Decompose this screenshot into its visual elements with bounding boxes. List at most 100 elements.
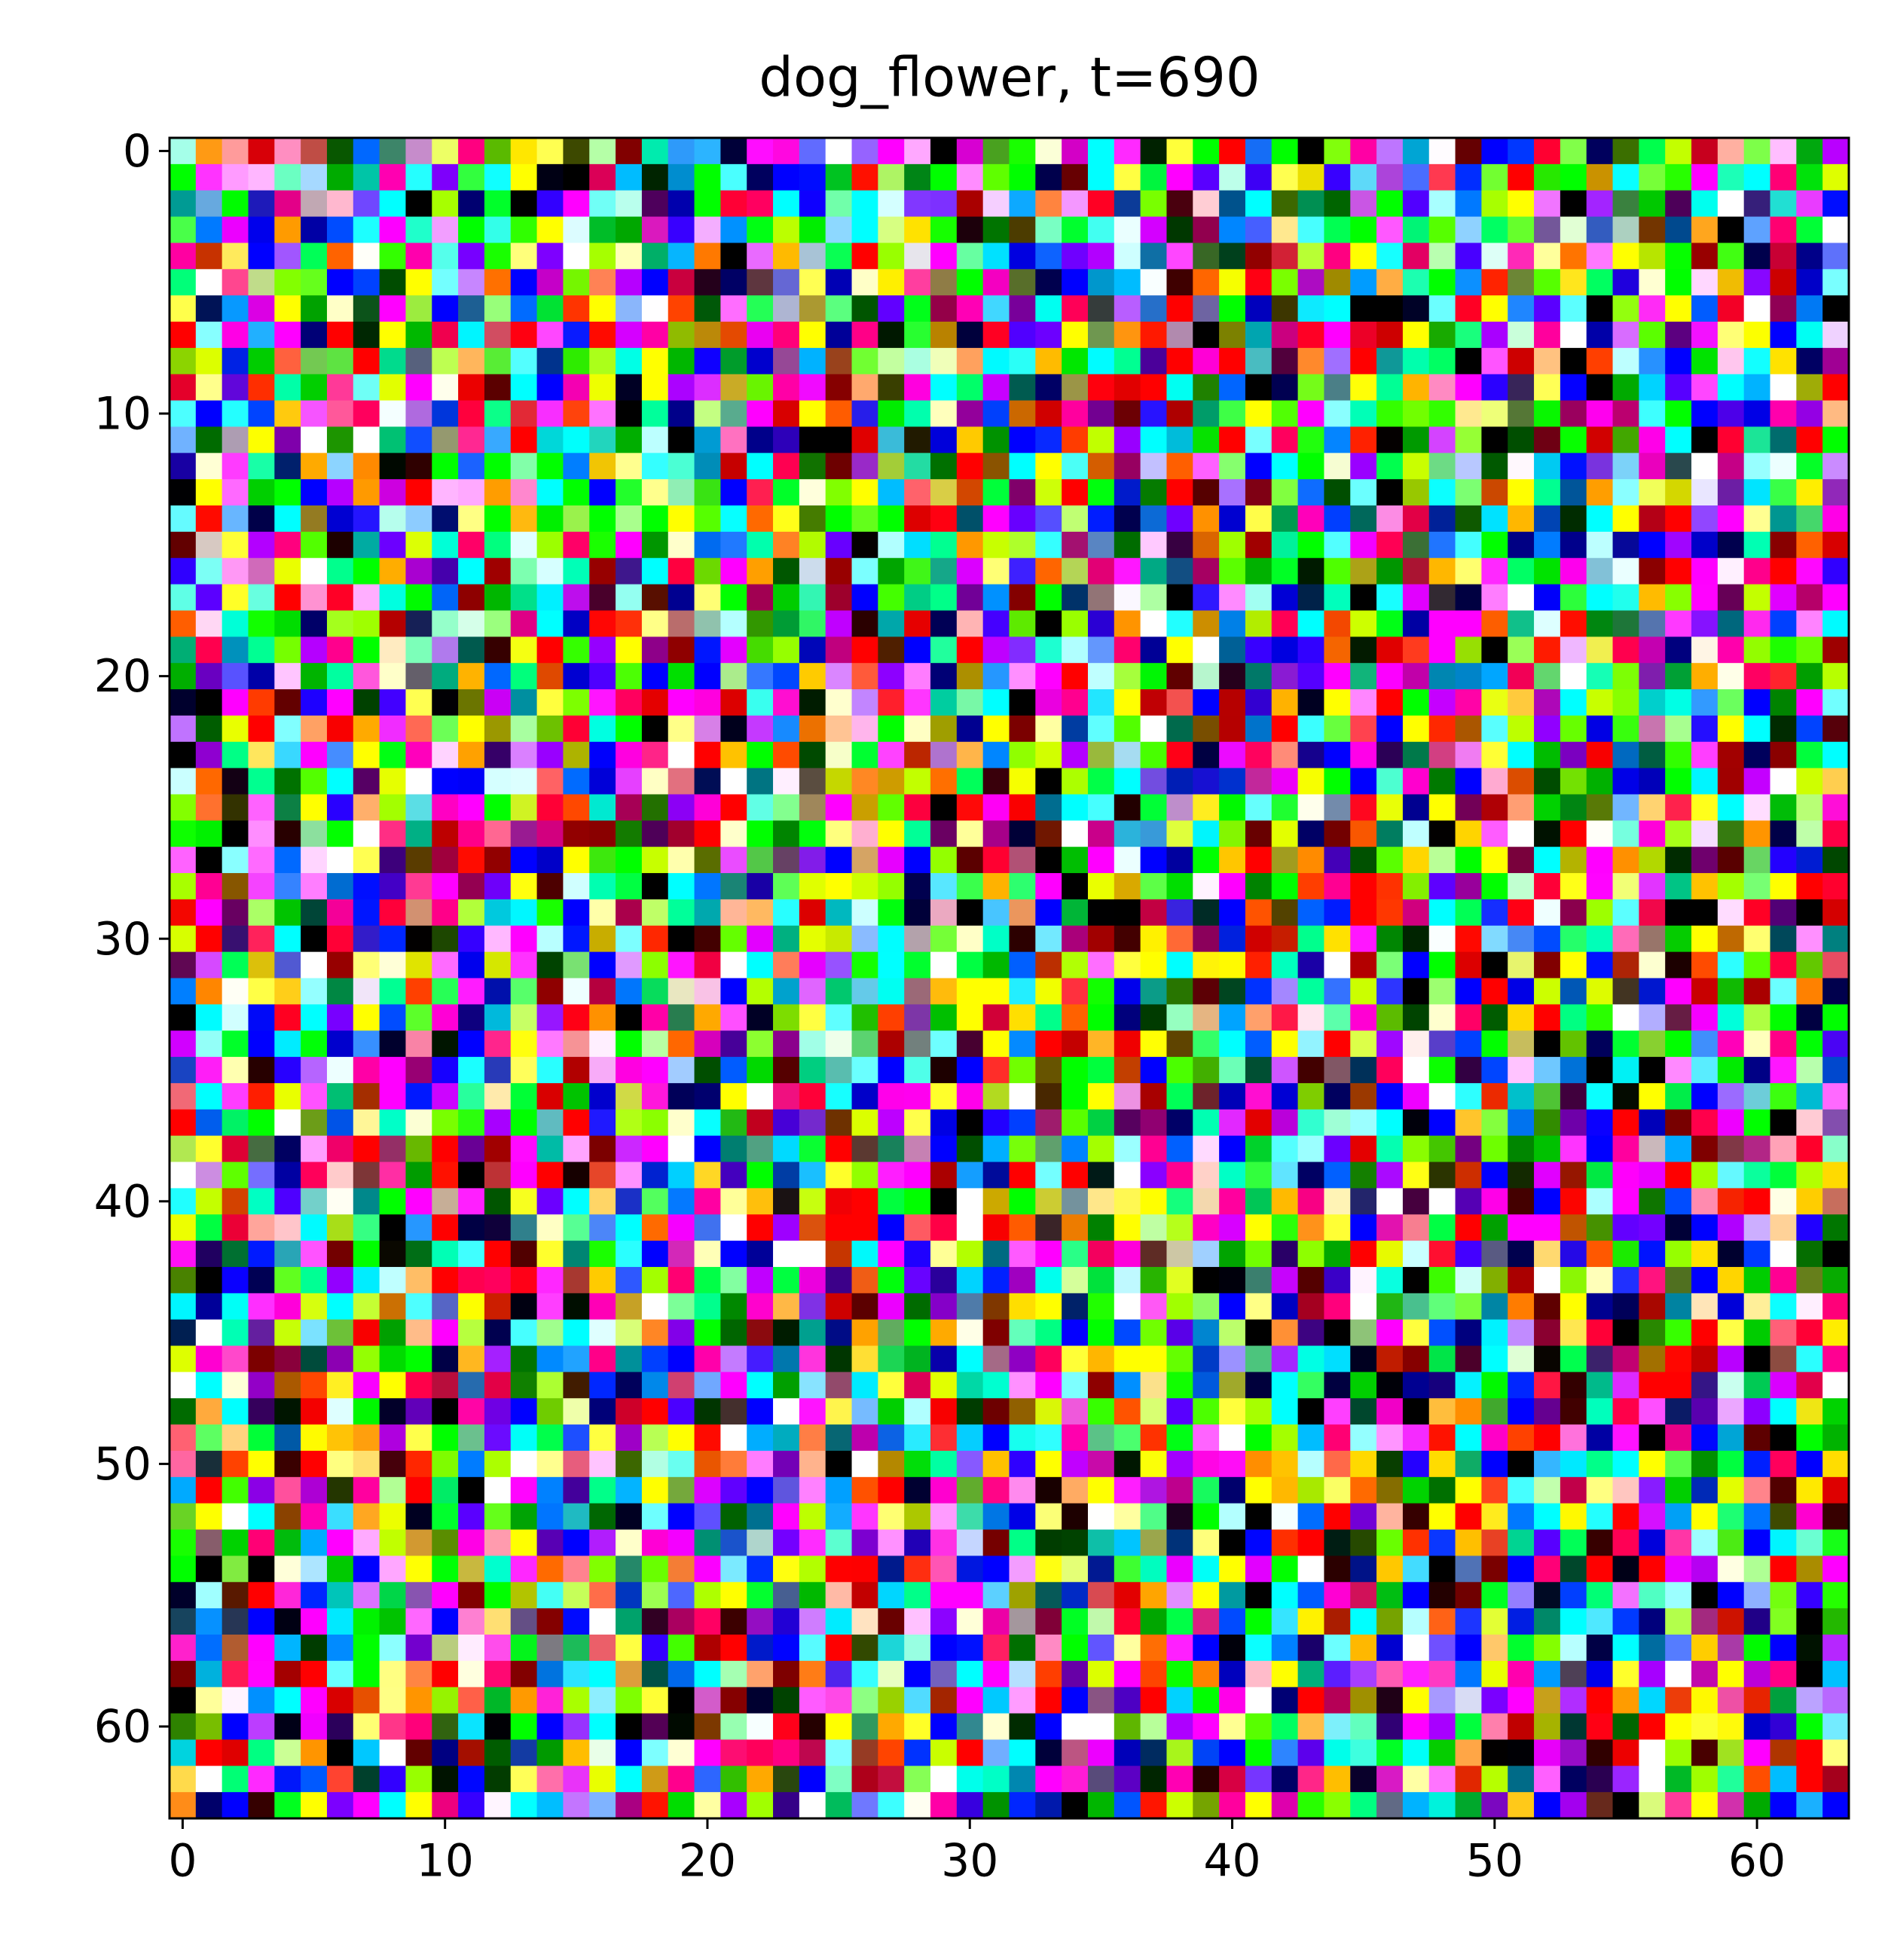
pixel — [301, 715, 328, 743]
pixel — [1639, 1135, 1666, 1163]
pixel — [432, 138, 459, 165]
pixel — [956, 163, 984, 191]
pixel — [1114, 163, 1141, 191]
pixel — [1376, 1109, 1404, 1137]
pixel — [1193, 295, 1220, 322]
pixel — [773, 269, 800, 296]
pixel — [1114, 768, 1141, 795]
pixel — [641, 347, 669, 375]
pixel — [1455, 951, 1483, 979]
pixel — [1796, 1503, 1823, 1531]
pixel — [1350, 479, 1377, 506]
pixel — [1402, 163, 1430, 191]
pixel — [851, 1503, 878, 1531]
pixel — [825, 637, 853, 664]
pixel — [458, 1424, 485, 1452]
pixel — [1665, 1766, 1692, 1793]
pixel — [1166, 1582, 1193, 1609]
pixel — [825, 715, 853, 743]
pixel — [720, 663, 747, 690]
pixel — [1560, 190, 1587, 218]
pixel — [1271, 1424, 1299, 1452]
pixel — [1508, 1135, 1535, 1163]
pixel — [1219, 1030, 1246, 1058]
pixel — [563, 847, 590, 874]
pixel — [221, 1109, 249, 1137]
pixel — [1271, 873, 1299, 900]
pixel — [668, 1372, 695, 1399]
pixel — [1271, 1293, 1299, 1320]
pixel — [616, 1450, 643, 1478]
pixel — [432, 1608, 459, 1635]
pixel — [1219, 1713, 1246, 1741]
pixel — [1062, 1162, 1089, 1189]
pixel — [484, 689, 512, 716]
pixel — [1114, 1082, 1141, 1110]
pixel — [825, 741, 853, 769]
pixel — [1691, 610, 1718, 637]
pixel — [1481, 243, 1508, 270]
pixel — [982, 1293, 1010, 1320]
pixel — [1796, 768, 1823, 795]
pixel — [1297, 1266, 1325, 1294]
pixel — [1009, 1188, 1036, 1215]
pixel — [616, 1135, 643, 1163]
pixel — [274, 1739, 301, 1766]
pixel — [773, 584, 800, 612]
pixel — [170, 1713, 197, 1741]
pixel — [1639, 768, 1666, 795]
pixel — [1665, 1214, 1692, 1241]
pixel — [641, 951, 669, 979]
pixel — [982, 1766, 1010, 1793]
pixel — [1455, 243, 1483, 270]
pixel — [353, 1634, 380, 1662]
pixel — [170, 1608, 197, 1635]
pixel — [694, 978, 721, 1005]
pixel — [851, 269, 878, 296]
pixel — [1193, 1030, 1220, 1058]
pixel — [1402, 1450, 1430, 1478]
pixel — [1481, 1476, 1508, 1504]
pixel — [484, 951, 512, 979]
pixel — [1219, 1766, 1246, 1793]
pixel — [1455, 426, 1483, 453]
pixel — [1743, 347, 1771, 375]
pixel — [1402, 1766, 1430, 1793]
pixel — [799, 925, 826, 953]
pixel — [1350, 505, 1377, 533]
pixel — [904, 925, 931, 953]
pixel — [1455, 1398, 1483, 1425]
pixel — [405, 715, 432, 743]
pixel — [1455, 347, 1483, 375]
pixel — [851, 163, 878, 191]
pixel — [1691, 899, 1718, 927]
pixel — [432, 873, 459, 900]
pixel — [773, 1188, 800, 1215]
pixel — [1166, 820, 1193, 847]
pixel — [589, 138, 616, 165]
pixel — [563, 899, 590, 927]
pixel — [904, 505, 931, 533]
pixel — [1193, 347, 1220, 375]
pixel — [720, 1030, 747, 1058]
pixel — [825, 1135, 853, 1163]
pixel — [1035, 557, 1062, 585]
pixel — [1166, 663, 1193, 690]
pixel — [1691, 978, 1718, 1005]
pixel — [1035, 689, 1062, 716]
pixel — [170, 689, 197, 716]
pixel — [1114, 269, 1141, 296]
pixel — [379, 1214, 407, 1241]
pixel — [353, 1345, 380, 1372]
pixel — [589, 847, 616, 874]
pixel — [1455, 899, 1483, 927]
pixel — [301, 1004, 328, 1031]
pixel — [1428, 374, 1456, 401]
pixel — [1166, 847, 1193, 874]
pixel — [1402, 1004, 1430, 1031]
pixel — [301, 1398, 328, 1425]
pixel — [379, 1293, 407, 1320]
pixel — [1219, 1424, 1246, 1452]
pixel — [326, 1450, 354, 1478]
pixel — [616, 951, 643, 979]
